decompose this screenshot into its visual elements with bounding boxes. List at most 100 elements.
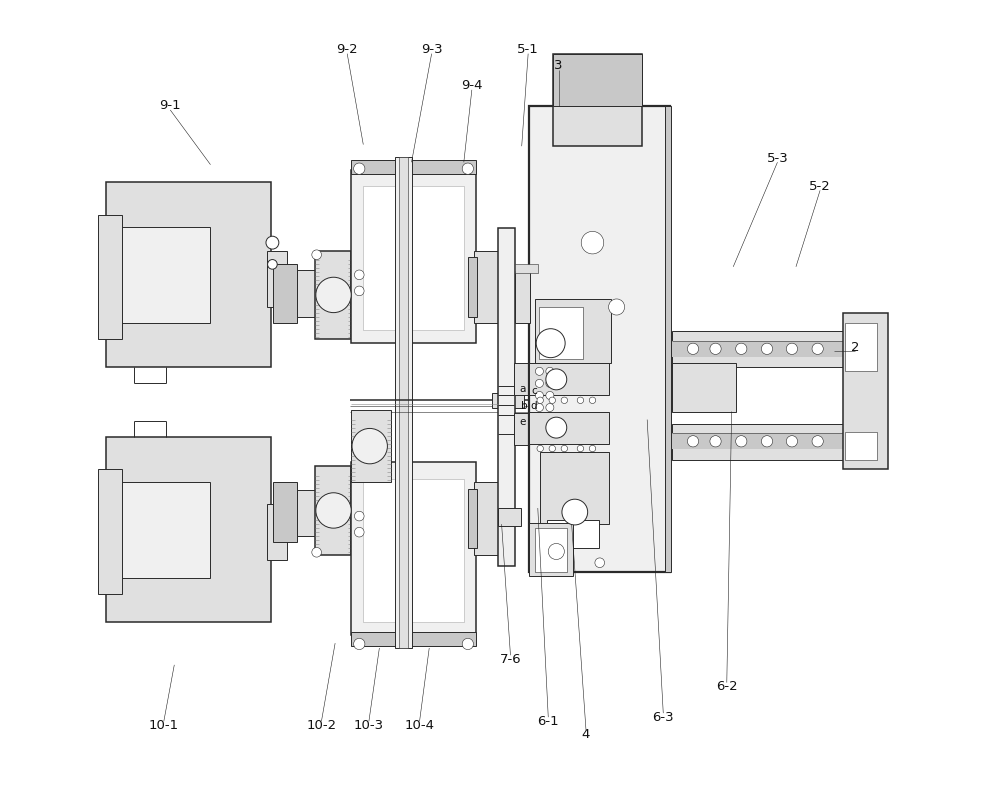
Circle shape <box>352 429 387 464</box>
Circle shape <box>589 445 596 452</box>
Circle shape <box>546 379 554 387</box>
Bar <box>106 227 210 323</box>
Text: 2: 2 <box>851 341 860 353</box>
Bar <box>363 186 464 329</box>
Bar <box>399 157 408 648</box>
Circle shape <box>812 436 823 447</box>
Bar <box>468 489 477 548</box>
Bar <box>672 341 845 357</box>
Bar <box>529 106 670 572</box>
Circle shape <box>535 391 543 399</box>
Bar <box>351 632 476 646</box>
Bar <box>279 270 295 316</box>
Bar <box>553 53 642 146</box>
Text: 10-1: 10-1 <box>149 719 179 732</box>
Circle shape <box>268 260 277 270</box>
Text: 10-4: 10-4 <box>405 719 435 732</box>
Circle shape <box>354 512 364 521</box>
Bar <box>273 264 297 323</box>
Circle shape <box>609 299 625 315</box>
Bar <box>514 363 538 395</box>
Bar <box>540 452 609 524</box>
Bar <box>279 490 295 536</box>
Circle shape <box>535 367 543 375</box>
Bar <box>315 251 351 339</box>
Text: b: b <box>521 401 527 411</box>
Text: d: d <box>530 401 537 411</box>
Text: 5-2: 5-2 <box>809 180 831 193</box>
Bar <box>672 424 845 460</box>
Text: c: c <box>531 387 537 396</box>
Text: 9-3: 9-3 <box>421 43 442 56</box>
Circle shape <box>536 328 565 358</box>
Bar <box>492 393 524 408</box>
Bar <box>515 271 530 323</box>
Bar <box>98 215 122 339</box>
Text: 10-2: 10-2 <box>306 719 337 732</box>
Bar <box>535 299 611 363</box>
Circle shape <box>546 404 554 412</box>
Circle shape <box>710 436 721 447</box>
Bar <box>351 160 476 174</box>
Text: 6-2: 6-2 <box>716 680 738 693</box>
Circle shape <box>812 343 823 354</box>
Bar <box>529 363 609 395</box>
Circle shape <box>761 436 773 447</box>
Bar <box>553 53 642 106</box>
Bar <box>529 523 573 575</box>
Bar <box>845 323 877 371</box>
Bar <box>395 157 412 648</box>
Bar <box>665 106 671 572</box>
Circle shape <box>354 270 364 280</box>
Circle shape <box>312 547 321 557</box>
Circle shape <box>546 417 567 438</box>
Bar <box>351 410 391 483</box>
Text: 9-4: 9-4 <box>461 79 483 92</box>
Bar <box>106 182 271 367</box>
Circle shape <box>561 397 568 404</box>
Circle shape <box>312 250 321 260</box>
Circle shape <box>761 343 773 354</box>
Circle shape <box>354 638 365 650</box>
Bar <box>498 228 515 566</box>
Bar <box>267 504 287 560</box>
Bar <box>468 257 477 316</box>
Bar <box>539 307 583 359</box>
Text: a: a <box>519 384 526 394</box>
Bar <box>672 433 845 449</box>
Bar <box>535 528 567 572</box>
Circle shape <box>687 343 699 354</box>
Circle shape <box>595 558 605 567</box>
Circle shape <box>537 397 543 404</box>
Circle shape <box>548 543 564 559</box>
Bar <box>273 483 297 541</box>
Circle shape <box>687 436 699 447</box>
Circle shape <box>589 397 596 404</box>
Circle shape <box>561 445 568 452</box>
Text: 9-2: 9-2 <box>336 43 358 56</box>
Circle shape <box>546 367 554 375</box>
Bar <box>363 479 464 622</box>
Circle shape <box>581 232 604 254</box>
Circle shape <box>354 527 364 537</box>
Bar <box>672 331 845 367</box>
Bar <box>297 490 317 536</box>
Text: 9-1: 9-1 <box>159 99 181 112</box>
Circle shape <box>562 500 588 525</box>
Bar <box>547 521 599 548</box>
Text: 6-1: 6-1 <box>537 715 559 728</box>
Circle shape <box>577 445 584 452</box>
Text: 5-3: 5-3 <box>767 152 788 165</box>
Circle shape <box>316 493 351 528</box>
Bar <box>315 466 351 554</box>
Circle shape <box>354 286 364 295</box>
Circle shape <box>710 343 721 354</box>
Bar <box>498 508 521 525</box>
Bar <box>106 482 210 578</box>
Circle shape <box>577 397 584 404</box>
Circle shape <box>546 391 554 399</box>
Bar <box>843 312 888 470</box>
Circle shape <box>535 379 543 387</box>
Circle shape <box>354 163 365 174</box>
Text: 10-3: 10-3 <box>354 719 384 732</box>
